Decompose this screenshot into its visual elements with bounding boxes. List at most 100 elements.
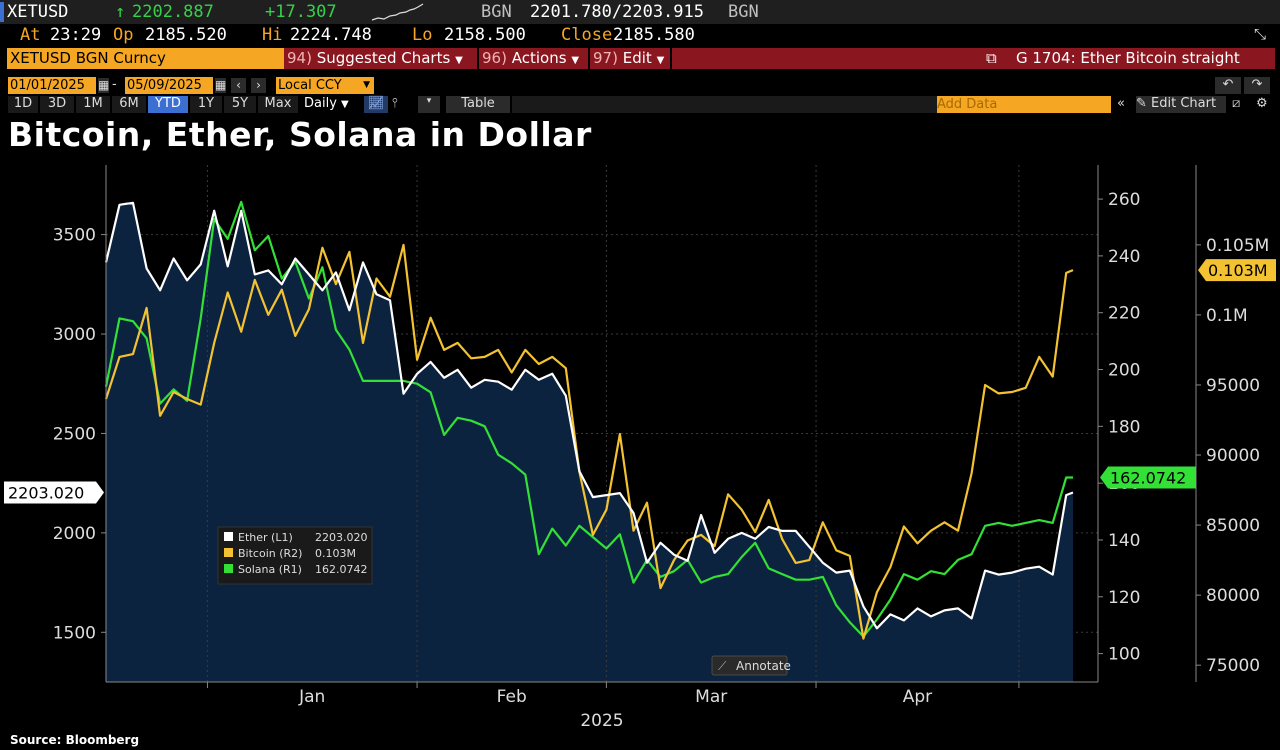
range-button-1y[interactable]: 1Y [190,96,222,113]
chart[interactable]: 1500200025003000350010012014016018020022… [0,155,1280,733]
sparkline-icon [371,3,424,21]
ticker-symbol[interactable]: XETUSD [7,2,69,22]
bitcoin-last-value: 0.103M [1208,261,1268,280]
date-from-text: 01/01/2025 [10,78,85,93]
chart-id-label[interactable]: G 1704: Ether Bitcoin straight [1016,49,1240,67]
collapse-icon[interactable]: « [1117,96,1125,111]
l1-tick-label: 2500 [53,424,96,444]
currency-text: Local CCY [278,78,342,93]
up-arrow-icon: ↑ [115,2,126,22]
gear-icon[interactable]: ⚙ [1256,96,1268,111]
edit-label: Edit [622,49,652,67]
bar-chart-icon[interactable]: ⫯ [392,96,398,111]
range-button-1d[interactable]: 1D [8,96,38,113]
ticker-source-2: BGN [728,2,759,22]
date-separator: - [112,77,117,92]
actions-menu[interactable]: 96) Actions ▼ [479,48,588,69]
calendar-from-icon[interactable]: ▦ [98,78,110,93]
ether-area [106,202,1073,683]
bitcoin-line [104,243,1074,640]
table-button[interactable]: Table [446,96,510,113]
date-from-field[interactable]: 01/01/2025 [8,77,96,94]
security-text: XETUSD BGN Curncy [10,49,166,67]
calendar-to-icon[interactable]: ▦ [215,78,227,93]
range-button-1m[interactable]: 1M [76,96,110,113]
quote-detail-bar: At 23:29 Op 2185.520 Hi 2224.748 Lo 2158… [0,24,1280,46]
close-value: 2185.580 [613,25,695,45]
r2-tick-label: 75000 [1206,656,1260,676]
r1-tick-label: 260 [1108,190,1140,210]
popout-icon[interactable]: ⤡ [1254,25,1267,43]
l1-tick-label: 2000 [53,524,96,544]
open-label: Op [113,25,134,45]
actions-caret-icon: ▼ [571,55,580,66]
l1-tick-label: 1500 [53,623,96,643]
range-button-max[interactable]: Max [258,96,298,113]
annotate-icon: ⟋ [718,659,727,673]
month-label: Apr [903,687,932,707]
frequency-label: Daily [304,96,337,111]
r2-tick-label: 0.1M [1206,306,1248,326]
x-axis-year-label: 2025 [580,711,623,731]
legend-box [217,526,373,585]
suggested-charts-num: 94) [287,49,312,67]
ether-last-tag [4,481,104,504]
security-field[interactable]: XETUSD BGN Curncy [7,48,284,69]
prev-period-button[interactable]: ‹ [231,78,246,93]
ticker-last: 2202.887 [132,2,214,22]
bitcoin-legend-value: 0.103M [315,547,356,560]
annotate-button[interactable]: ⟋ Annotate [711,655,791,676]
range-buttons: 1D 3D 1M 6M YTD 1Y 5Y Max [8,96,508,114]
chart-settings-icon[interactable]: ⧄ [1232,96,1241,111]
at-label: At [20,25,41,45]
range-button-3d[interactable]: 3D [40,96,74,113]
frequency-caret-icon: ▼ [341,99,349,110]
ticker-change: +17.307 [265,2,337,22]
line-chart-icon[interactable]: 📈︎ [364,96,388,113]
chart-title: Bitcoin, Ether, Solana in Dollar [8,115,592,154]
r1-tick-label: 180 [1108,417,1140,437]
axes: 1500200025003000350010012014016018020022… [53,165,1269,731]
currency-select[interactable]: Local CCY ▼ [276,77,374,94]
r2-tick-label: 80000 [1206,586,1260,606]
edit-chart-button[interactable]: ✎ Edit Chart [1136,96,1226,113]
series-lines [104,200,1074,640]
month-label: Mar [695,687,727,707]
range-button-6m[interactable]: 6M [112,96,146,113]
undo-icon[interactable]: ↶ [1215,77,1241,94]
add-data-label: Add Data [937,97,998,112]
l1-tick-label: 3000 [53,325,96,345]
ether-last-value: 2203.020 [8,483,84,502]
chart-id-bar: ⧉ G 1704: Ether Bitcoin straight [672,48,1275,69]
low-label: Lo [412,25,433,45]
r2-tick-label: 85000 [1206,516,1260,536]
r2-tick-label: 95000 [1206,376,1260,396]
month-label: Feb [497,687,527,707]
r2-tick-label: 90000 [1206,446,1260,466]
solana-last-tag [1100,466,1196,489]
external-link-icon[interactable]: ⧉ [986,49,997,67]
r1-tick-label: 200 [1108,361,1140,381]
range-button-ytd[interactable]: YTD [148,96,188,113]
bitcoin-legend-label: Bitcoin (R2) [238,547,302,560]
frequency-select[interactable]: Daily ▼ [304,96,349,111]
suggested-charts-menu[interactable]: 94) Suggested Charts ▼ [284,48,477,69]
chart-type-caret-icon[interactable]: ▾ [418,96,440,113]
edit-caret-icon: ▼ [656,55,665,66]
high-label: Hi [262,25,283,45]
date-to-field[interactable]: 05/09/2025 [125,77,213,94]
legend: Ether (L1) 2203.020 Bitcoin (R2) 0.103M Sola… [217,526,373,585]
r1-tick-label: 100 [1108,645,1140,665]
range-button-5y[interactable]: 5Y [224,96,256,113]
next-period-button[interactable]: › [251,78,266,93]
r1-tick-label: 220 [1108,304,1140,324]
add-data-field[interactable]: Add Data [937,96,1111,113]
solana-line [104,200,1073,638]
ether-legend-value: 2203.020 [315,531,368,544]
edit-menu[interactable]: 97) Edit ▼ [590,48,670,69]
redo-icon[interactable]: ↷ [1244,77,1270,94]
currency-caret-icon: ▼ [363,80,370,90]
suggested-charts-label: Suggested Charts [316,49,451,67]
actions-label: Actions [511,49,567,67]
ether-area-fill [106,202,1073,683]
